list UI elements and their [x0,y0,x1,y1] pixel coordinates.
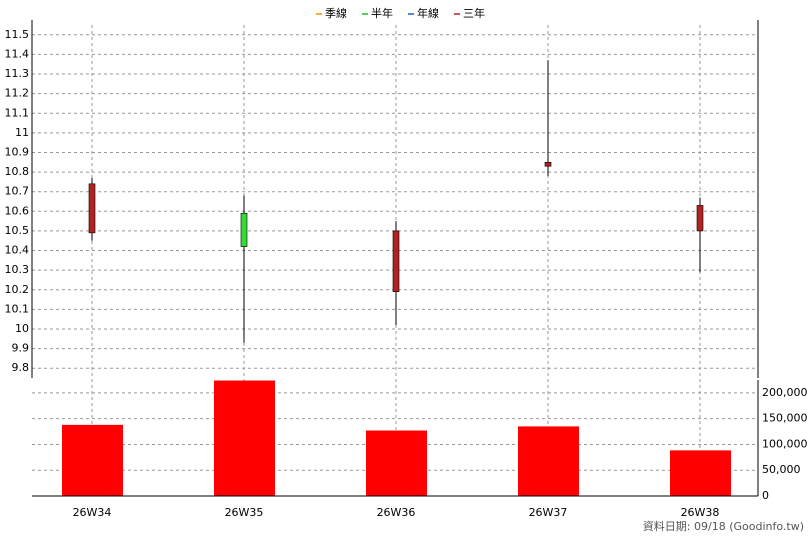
x-tick-label: 26W38 [681,506,720,519]
x-tick-label: 26W36 [377,506,416,519]
y-tick-label: 10.3 [5,263,30,276]
y-tick-label: 11.2 [5,87,30,100]
bar [214,380,275,496]
x-tick-label: 26W34 [73,506,112,519]
legend-label: 年線 [417,6,439,20]
footnote: 資料日期: 09/18 (Goodinfo.tw) [643,519,804,533]
bar [62,424,123,496]
y-tick-label: 9.8 [12,361,30,374]
candle-body [240,212,248,247]
y-tick-label: 10.1 [5,302,30,315]
y-tick-label: 10.2 [5,283,30,296]
y-tick-label: 9.9 [12,342,30,355]
y-tick-label: 150,000 [762,412,808,425]
y-tick-label: 10.6 [5,204,30,217]
y-tick-label: 50,000 [762,463,801,476]
y-tick-label: 100,000 [762,437,808,450]
y-tick-label: 10 [15,322,29,335]
legend-label: 季線 [325,6,347,20]
y-tick-label: 11.1 [5,106,30,119]
y-tick-label: 200,000 [762,386,808,399]
y-tick-label: 10.5 [5,224,30,237]
bar [366,430,427,496]
candle-body [544,161,552,167]
y-tick-label: 0 [762,489,769,502]
y-tick-label: 11.4 [5,47,30,60]
legend-label: 三年 [463,6,485,20]
y-tick-label: 11.5 [5,28,30,41]
x-tick-label: 26W35 [225,506,264,519]
bar [670,450,731,496]
legend-label: 半年 [371,6,393,20]
x-tick-label: 26W37 [529,506,568,519]
y-tick-label: 10.8 [5,165,30,178]
bar [518,426,579,496]
candle-body [696,205,704,232]
candle-body [88,183,96,234]
y-tick-label: 10.9 [5,145,30,158]
y-tick-label: 11 [15,126,29,139]
y-tick-label: 10.4 [5,244,30,257]
candle-body [392,230,400,293]
y-tick-label: 11.3 [5,67,30,80]
y-tick-label: 10.7 [5,185,30,198]
